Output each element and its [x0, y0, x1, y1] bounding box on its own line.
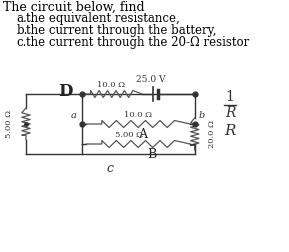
Text: 5.00 Ω: 5.00 Ω	[115, 131, 143, 139]
Text: a: a	[70, 111, 76, 120]
Text: c: c	[107, 162, 114, 175]
Text: D: D	[58, 83, 72, 101]
Text: the current through the battery,: the current through the battery,	[26, 24, 216, 37]
Text: b.: b.	[17, 24, 28, 37]
Text: the equivalent resistance,: the equivalent resistance,	[26, 12, 180, 25]
Text: 10.0 Ω: 10.0 Ω	[97, 81, 125, 89]
Text: 10.0 Ω: 10.0 Ω	[124, 111, 152, 119]
Text: 20.0 Ω: 20.0 Ω	[208, 120, 216, 148]
Text: b: b	[199, 111, 205, 120]
Text: R: R	[224, 124, 236, 138]
Text: The circuit below, find: The circuit below, find	[3, 1, 144, 14]
Text: B: B	[147, 148, 157, 161]
Text: the current through the 20-Ω resistor: the current through the 20-Ω resistor	[26, 36, 249, 49]
Text: A: A	[138, 128, 147, 141]
Text: a.: a.	[17, 12, 27, 25]
Text: 25.0 V: 25.0 V	[136, 75, 166, 84]
Text: 1: 1	[225, 90, 234, 104]
Text: R: R	[225, 106, 235, 120]
Text: c.: c.	[17, 36, 27, 49]
Text: 5.00 Ω: 5.00 Ω	[5, 110, 13, 138]
